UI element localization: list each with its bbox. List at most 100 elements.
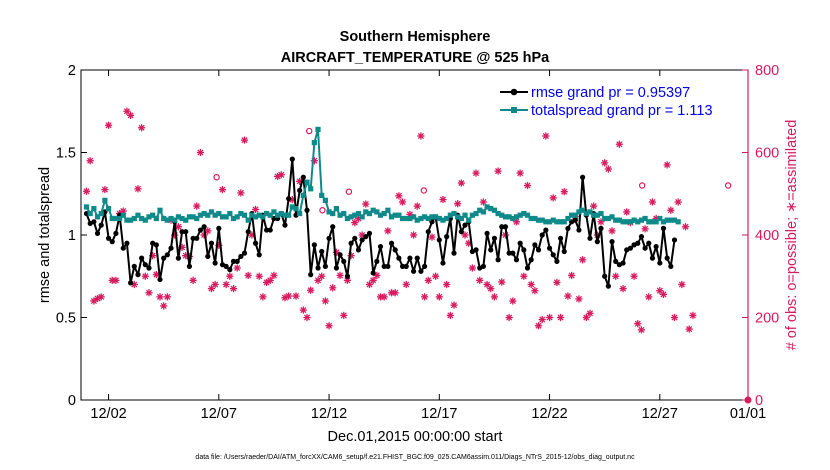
totalspread-point	[532, 215, 538, 222]
obs-assimilated-marker	[233, 264, 241, 272]
rmse-point	[227, 267, 233, 273]
totalspread-point	[120, 212, 126, 218]
rmse-point	[161, 255, 167, 261]
obs-assimilated-marker	[101, 186, 109, 194]
rmse-point	[480, 263, 487, 269]
totalspread-point	[444, 215, 450, 222]
totalspread-point	[602, 215, 608, 222]
axis-ticks: 12/02 12/07 12/12 12/17 12/22 12/27 01/0100.51…	[56, 63, 779, 422]
totalspread-point	[366, 210, 373, 217]
obs-assimilated-marker	[630, 272, 638, 280]
totalspread-point	[223, 214, 229, 220]
rmse-point	[620, 260, 626, 266]
totalspread-point	[245, 217, 251, 223]
rmse-point	[109, 239, 115, 245]
rmse-point	[135, 272, 141, 278]
rmse-point	[330, 224, 336, 230]
totalspread-point	[491, 207, 498, 213]
obs-assimilated-marker	[601, 159, 609, 167]
rmse-point	[565, 225, 571, 231]
totalspread-point	[168, 215, 174, 222]
obs-assimilated-marker	[229, 285, 238, 293]
totalspread-point	[116, 215, 123, 222]
rmse-point	[495, 257, 501, 263]
totalspread-point	[142, 217, 148, 223]
rmse-point	[528, 257, 534, 263]
totalspread-point	[653, 219, 659, 225]
totalspread-point	[627, 219, 634, 225]
rmse-point	[646, 240, 652, 246]
obs-assimilated-marker	[678, 280, 686, 289]
totalspread-point	[469, 212, 475, 218]
obs-assimilated-marker	[454, 200, 462, 208]
totalspread-point	[150, 212, 156, 218]
totalspread-point	[381, 210, 387, 217]
obs-assimilated-marker	[270, 271, 278, 280]
x-tick-label: 12/07	[201, 406, 237, 422]
totalspread-point	[201, 210, 207, 217]
totalspread-point	[510, 215, 516, 222]
totalspread-point	[569, 212, 575, 218]
legend: rmse grand pr = 0.95397 totalspread gran…	[493, 78, 741, 122]
totalspread-point	[546, 219, 553, 225]
totalspread-point	[87, 210, 93, 217]
obs-assimilated-marker	[163, 293, 171, 301]
legend-spread-label: totalspread grand pr = 1.113	[531, 103, 713, 119]
rmse-point	[458, 229, 464, 235]
obs-assimilated-marker	[681, 223, 690, 231]
rmse-point	[605, 283, 611, 289]
obs-assimilated-marker	[340, 311, 348, 320]
rmse-point	[256, 252, 262, 258]
totalspread-point	[219, 214, 226, 220]
rmse-point	[91, 219, 97, 225]
totalspread-point	[539, 217, 545, 223]
obs-assimilated-marker	[663, 161, 671, 169]
x-tick-label: 01/01	[730, 406, 766, 422]
totalspread-point	[256, 212, 262, 218]
totalspread-point	[488, 206, 494, 212]
rmse-point	[580, 174, 586, 180]
rmse-point	[179, 229, 185, 235]
totalspread-point	[260, 214, 266, 220]
rmse-point	[252, 240, 259, 246]
totalspread-point	[616, 217, 622, 223]
obs-assimilated-marker	[391, 289, 399, 297]
rmse-point	[403, 263, 409, 269]
rmse-point	[506, 250, 512, 256]
rmse-point	[388, 240, 395, 246]
obs-assimilated-marker	[516, 169, 524, 177]
totalspread-point	[124, 217, 130, 223]
obs-assimilated-marker	[226, 272, 234, 280]
rmse-point	[451, 250, 457, 256]
obs-assimilated-marker	[560, 188, 568, 196]
rmse-point	[153, 242, 159, 248]
rmse-point	[671, 237, 678, 243]
totalspread-point	[436, 215, 442, 222]
obs-assimilated-marker	[285, 292, 293, 300]
obs-assimilated-marker	[659, 290, 668, 298]
rmse-point	[208, 240, 215, 246]
totalspread-point	[183, 217, 189, 223]
obs-assimilated-marker	[222, 280, 230, 289]
obs-assimilated-marker	[428, 233, 436, 241]
rmse-point	[131, 263, 137, 269]
obs-assimilated-marker	[336, 271, 344, 280]
y-tick-label: 2	[68, 63, 76, 79]
y2-tick-label: 0	[755, 393, 763, 409]
rmse-point	[128, 280, 134, 286]
totalspread-point	[238, 210, 244, 217]
totalspread-point	[598, 210, 604, 217]
totalspread-point	[642, 215, 648, 222]
rmse-point	[517, 240, 523, 246]
obs-assimilated-marker	[494, 167, 502, 175]
rmse-point	[627, 245, 634, 251]
y2-tick-label: 800	[755, 63, 779, 79]
totalspread-point	[649, 219, 656, 225]
totalspread-point	[580, 207, 586, 213]
totalspread-point	[161, 215, 167, 222]
rmse-point	[546, 245, 553, 251]
obs-assimilated-marker	[413, 202, 421, 210]
totalspread-point	[234, 214, 240, 220]
rmse-point	[341, 258, 347, 264]
obs-assimilated-marker	[472, 169, 480, 177]
